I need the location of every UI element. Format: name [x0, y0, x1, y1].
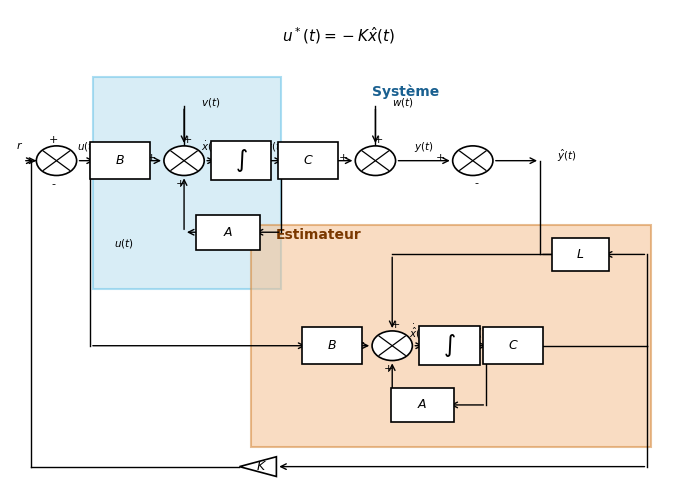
Text: $y(t)$: $y(t)$: [414, 140, 434, 154]
FancyBboxPatch shape: [196, 215, 259, 250]
Text: $K$: $K$: [256, 460, 267, 473]
Text: $\dot{x}(t)$: $\dot{x}(t)$: [201, 140, 221, 154]
Text: +: +: [436, 153, 445, 163]
Text: $\hat{x}(t)$: $\hat{x}(t)$: [471, 324, 491, 339]
Text: $u^*(t) = -K\hat{x}(t)$: $u^*(t) = -K\hat{x}(t)$: [282, 25, 395, 46]
Text: Estimateur: Estimateur: [276, 228, 362, 242]
Text: $L$: $L$: [576, 248, 584, 261]
Text: $B$: $B$: [327, 339, 336, 352]
Circle shape: [37, 146, 77, 176]
FancyBboxPatch shape: [552, 238, 609, 271]
Text: +: +: [147, 153, 156, 163]
Text: Système: Système: [372, 84, 439, 99]
Circle shape: [355, 146, 395, 176]
Text: $C$: $C$: [303, 154, 313, 167]
Text: $A$: $A$: [223, 226, 233, 239]
FancyBboxPatch shape: [211, 141, 271, 180]
FancyBboxPatch shape: [301, 327, 362, 364]
FancyBboxPatch shape: [251, 225, 651, 447]
FancyBboxPatch shape: [90, 142, 150, 179]
Text: $\int$: $\int$: [443, 332, 456, 359]
Text: +: +: [176, 179, 185, 189]
Text: +: +: [391, 320, 400, 330]
Text: $r$: $r$: [16, 140, 23, 151]
Text: $\hat{y}(t)$: $\hat{y}(t)$: [556, 148, 576, 164]
Text: $C$: $C$: [508, 339, 519, 352]
Text: +: +: [374, 135, 383, 145]
FancyBboxPatch shape: [93, 77, 282, 289]
Text: $\int$: $\int$: [235, 147, 248, 174]
Text: $u(t)$: $u(t)$: [114, 237, 133, 250]
Text: $v(t)$: $v(t)$: [201, 96, 220, 109]
Text: -: -: [474, 178, 478, 188]
Text: $\dot{\hat{x}}(t)$: $\dot{\hat{x}}(t)$: [410, 323, 429, 341]
Text: +: +: [384, 364, 393, 374]
Circle shape: [372, 331, 412, 360]
Text: $x(t)$: $x(t)$: [265, 140, 284, 153]
FancyBboxPatch shape: [278, 142, 338, 179]
Text: $u(t)$: $u(t)$: [77, 140, 97, 153]
Polygon shape: [240, 457, 276, 477]
Text: +: +: [183, 135, 192, 145]
Text: +: +: [49, 135, 58, 145]
Text: -: -: [51, 179, 55, 189]
Text: $A$: $A$: [417, 398, 428, 412]
Text: $B$: $B$: [115, 154, 125, 167]
Circle shape: [164, 146, 204, 176]
FancyBboxPatch shape: [419, 326, 479, 365]
Text: +: +: [355, 338, 365, 348]
Text: $w(t)$: $w(t)$: [392, 96, 414, 109]
FancyBboxPatch shape: [391, 388, 454, 422]
Circle shape: [453, 146, 493, 176]
FancyBboxPatch shape: [483, 327, 543, 364]
Text: +: +: [338, 153, 348, 163]
